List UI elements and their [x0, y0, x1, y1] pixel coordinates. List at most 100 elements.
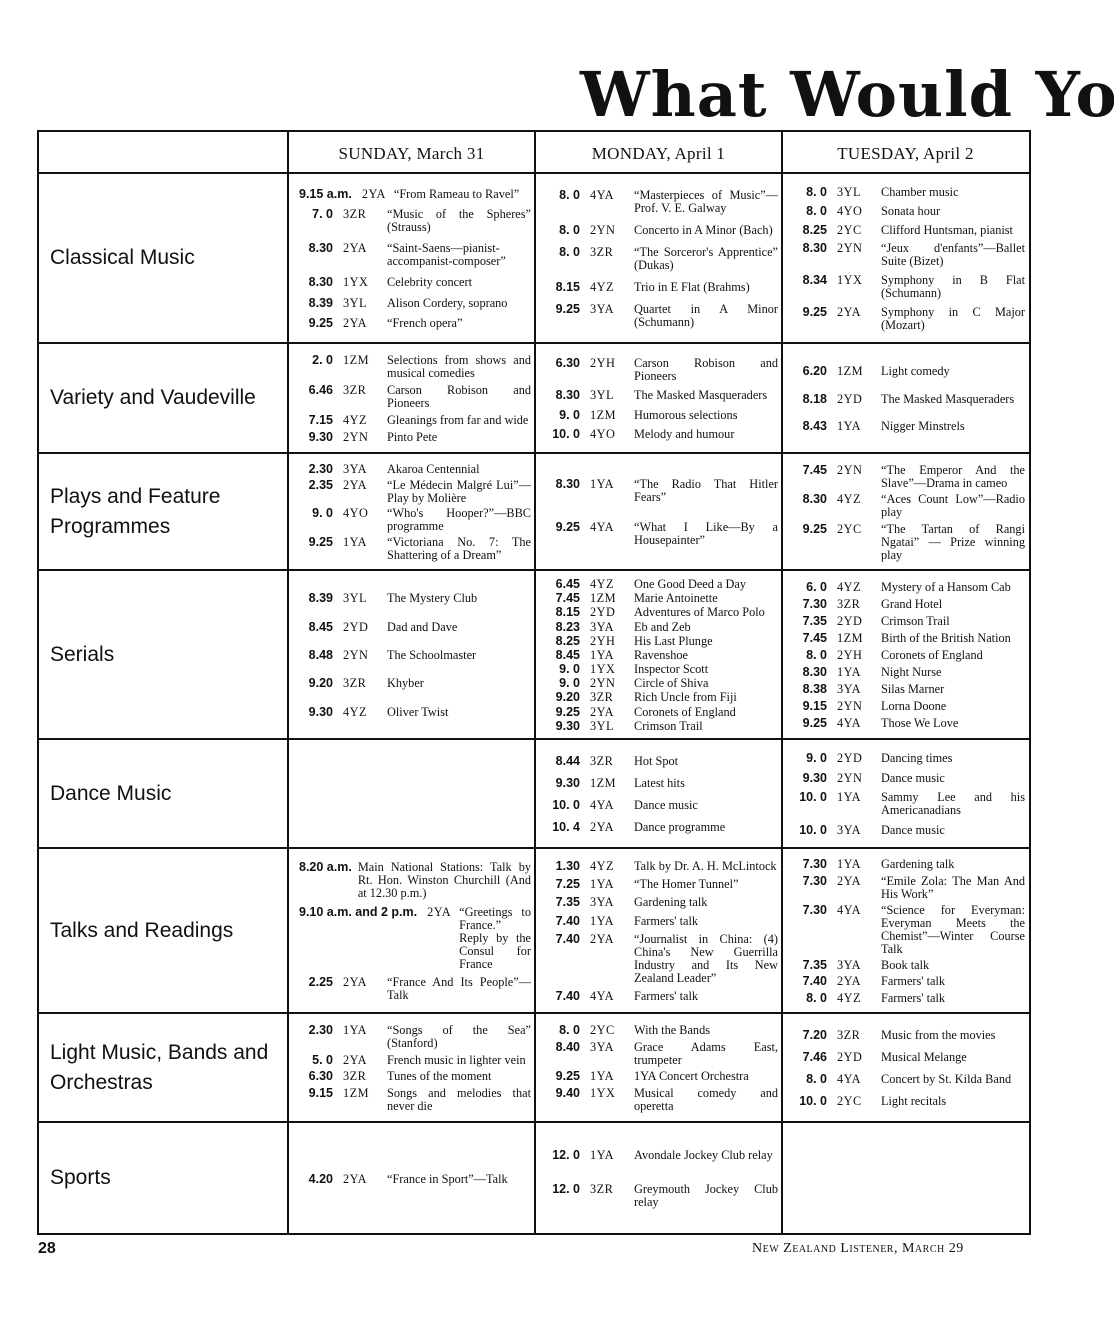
broadcast-time: 9.30	[308, 430, 333, 444]
programme-title: “Jeux d'enfants”—Ballet Suite (Bizet)	[881, 241, 1025, 269]
broadcast-time: 8. 0	[806, 1072, 827, 1086]
programme-title: “The Tartan of Rangi Ngatai” — Prize win…	[881, 521, 1025, 562]
station-callsign: 1ZM	[837, 363, 864, 378]
programme-title: Inspector Scott	[634, 662, 709, 677]
category-row: Sports 4.20 2YA “France in Sport”—Talk 12. 0…	[39, 1121, 1029, 1233]
programme-title: Nigger Minstrels	[881, 419, 965, 434]
station-callsign: 1YX	[343, 274, 369, 289]
programme-entry: 6.45 4YZ One Good Deed a Day	[546, 578, 778, 591]
broadcast-time: 7.40	[802, 974, 827, 989]
programme-entry: 10. 0 3YA Dance music	[793, 822, 1025, 837]
programme-title: Symphony in B Flat (Schumann)	[881, 273, 1025, 301]
station-callsign: 2YA	[343, 241, 368, 256]
programme-entry: 9.25 2YA “French opera”	[299, 317, 531, 330]
programme-entry: 6.20 1ZM Light comedy	[793, 363, 1025, 378]
programme-entry: 8.30 1YA Night Nurse	[793, 666, 1025, 679]
programme-entry: 12. 0 3ZR Greymouth Jockey Club relay	[546, 1182, 778, 1209]
broadcast-time: 9.25	[555, 704, 580, 719]
station-callsign: 3YL	[343, 591, 368, 606]
programme-entry: 7.35 2YD Crimson Trail	[793, 615, 1025, 628]
broadcast-time: 8.30	[802, 241, 827, 256]
station-callsign: 4YO	[590, 427, 616, 442]
programme-entry: 8. 0 2YC With the Bands	[546, 1022, 778, 1037]
programme-title: Musical Melange	[881, 1050, 967, 1064]
programme-entry: 8.45 1YA Ravenshoe	[546, 647, 778, 662]
broadcast-time: 7.35	[555, 895, 580, 910]
station-callsign: 4YO	[343, 506, 369, 521]
programme-title: Concerto in A Minor (Bach)	[634, 223, 773, 237]
station-callsign: 2YD	[837, 391, 863, 406]
publication-footer: New Zealand Listener, March 29	[752, 1241, 964, 1256]
broadcast-time: 7.30	[802, 873, 827, 888]
programme-title: His Last Plunge	[634, 633, 713, 648]
station-callsign: 2YN	[343, 430, 369, 444]
station-callsign: 3ZR	[343, 207, 367, 222]
broadcast-time: 12. 0	[552, 1148, 580, 1163]
programme-entry: 2. 0 1ZM Selections from shows and musical…	[299, 354, 531, 380]
station-callsign: 3YA	[837, 822, 862, 837]
station-callsign: 4YZ	[343, 413, 368, 427]
broadcast-time: 8. 0	[806, 184, 827, 199]
station-callsign: 1YA	[837, 665, 862, 679]
category-label: Sports	[50, 1166, 111, 1189]
sunday-cell: 9.15 a.m. 2YA “From Rameau to Ravel” 7. 0 3Z…	[287, 174, 534, 342]
station-callsign: 4YO	[837, 203, 863, 218]
programme-title: Silas Marner	[881, 682, 945, 696]
station-callsign: 1ZM	[343, 1086, 370, 1101]
programme-table: SUNDAY, March 31 MONDAY, April 1 TUESDAY…	[37, 130, 1031, 1235]
broadcast-time: 6. 0	[806, 580, 827, 594]
broadcast-time: 6.20	[802, 363, 827, 378]
programme-entry: 2.30 1YA “Songs of the Sea” (Stanford)	[299, 1023, 531, 1050]
programme-title: Dance music	[634, 798, 698, 812]
broadcast-time: 8. 0	[559, 1022, 580, 1037]
broadcast-time: 7.35	[802, 614, 827, 628]
programme-entry: 8.30 4YZ “Aces Count Low”—Radio play	[793, 493, 1025, 519]
programme-entry: 9.25 2YC “The Tartan of Rangi Ngatai” — Pr…	[793, 521, 1025, 562]
programme-title: Ravenshoe	[634, 647, 688, 662]
programme-entry: 2.30 3YA Akaroa Centennial	[299, 462, 531, 476]
category-label: Classical Music	[50, 246, 195, 269]
station-callsign: 1YA	[590, 877, 615, 892]
broadcast-time: 8.30	[802, 665, 827, 679]
programme-entry: 8.23 3YA Eb and Zeb	[546, 620, 778, 634]
programme-entry: 9.25 1YA “Victoriana No. 7: The Shattering…	[299, 536, 531, 562]
station-callsign: 1YA	[590, 647, 615, 662]
category-row: Variety and Vaudeville 2. 0 1ZM Selections …	[39, 342, 1029, 452]
broadcast-time: 7.30	[802, 857, 827, 872]
station-callsign: 1YA	[590, 476, 615, 491]
programme-entry: 8.30 3YL The Masked Masqueraders	[546, 389, 778, 402]
tuesday-cell: 7.45 2YN “The Emperor And the Slave”—Drama…	[781, 454, 1028, 569]
broadcast-time: 7.46	[802, 1050, 827, 1064]
programme-title: Light comedy	[881, 363, 950, 378]
programme-title: “The Homer Tunnel”	[634, 877, 739, 892]
station-callsign: 3YL	[590, 718, 615, 733]
programme-entry: 9. 0 1ZM Humorous selections	[546, 408, 778, 422]
programme-entry: 7.35 3YA Gardening talk	[546, 896, 778, 909]
station-callsign: 2YN	[343, 647, 369, 662]
programme-entry: 7.30 2YA “Emile Zola: The Man And His Work…	[793, 873, 1025, 901]
programme-entry: 9.15 2YN Lorna Doone	[793, 700, 1025, 713]
broadcast-time: 9.25	[555, 1069, 580, 1084]
broadcast-time: 8.45	[555, 647, 580, 662]
station-callsign: 4YZ	[343, 704, 368, 719]
programme-title: Rich Uncle from Fiji	[634, 690, 737, 705]
station-callsign: 3YA	[590, 1039, 615, 1054]
programme-entry: 8.15 4YZ Trio in E Flat (Brahms)	[546, 281, 778, 294]
broadcast-time: 9.25	[308, 316, 333, 331]
programme-title: “The Sorceror's Apprentice” (Dukas)	[634, 245, 778, 272]
broadcast-time: 7. 0	[312, 207, 333, 222]
programme-title: “The Emperor And the Slave”—Drama in cam…	[881, 462, 1025, 490]
station-callsign: 2YN	[590, 223, 616, 237]
broadcast-time: 9. 0	[559, 662, 580, 677]
broadcast-time: 9. 0	[806, 751, 827, 766]
station-callsign: 3ZR	[837, 1028, 861, 1042]
broadcast-time: 8.39	[308, 591, 333, 606]
programme-title: Trio in E Flat (Brahms)	[634, 280, 750, 294]
station-callsign: 4YA	[590, 798, 615, 812]
programme-entry: 12. 0 1YA Avondale Jockey Club relay	[546, 1149, 778, 1162]
programme-entry: 8. 0 4YA “Masterpieces of Music”—Prof. V. …	[546, 189, 778, 215]
programme-title: “Greetings to France.” Reply by the Cons…	[459, 904, 531, 971]
sunday-cell: 2.30 3YA Akaroa Centennial 2.35 2YA “Le Médec…	[287, 454, 534, 569]
programme-entry: 9. 0 2YD Dancing times	[793, 752, 1025, 765]
programme-entry: 8. 0 4YO Sonata hour	[793, 203, 1025, 218]
